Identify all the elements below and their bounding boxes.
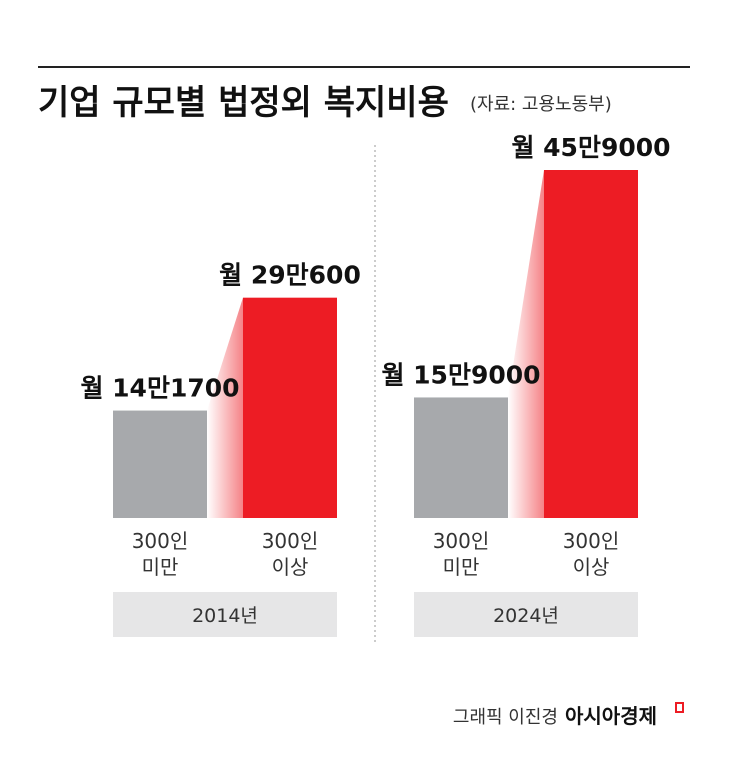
value-label: 월 45만9000 (511, 133, 670, 162)
bar (113, 410, 207, 518)
bar (544, 170, 638, 518)
category-label: 300인 이상 (261, 529, 319, 579)
category-label: 300인 이상 (562, 529, 620, 579)
category-label: 300인 미만 (131, 529, 189, 579)
group-label: 2024년 (493, 605, 559, 627)
value-label: 월 15만9000 (381, 360, 540, 389)
chart-title: 기업 규모별 법정외 복지비용 (38, 83, 449, 123)
credit: 그래픽 이진경 (453, 707, 558, 728)
bar (414, 397, 508, 518)
brand: 아시아경제 (565, 704, 657, 728)
brand-icon (675, 702, 684, 713)
value-label: 월 14만1700 (80, 374, 239, 403)
category-label: 300인 미만 (432, 529, 490, 579)
group-label: 2014년 (192, 605, 258, 627)
bar (243, 297, 337, 518)
connector (207, 297, 243, 518)
value-label: 월 29만600 (219, 261, 361, 290)
group-box (113, 592, 337, 637)
group-box (414, 592, 638, 637)
connector (508, 170, 544, 518)
source: (자료: 고용노동부) (470, 94, 612, 115)
